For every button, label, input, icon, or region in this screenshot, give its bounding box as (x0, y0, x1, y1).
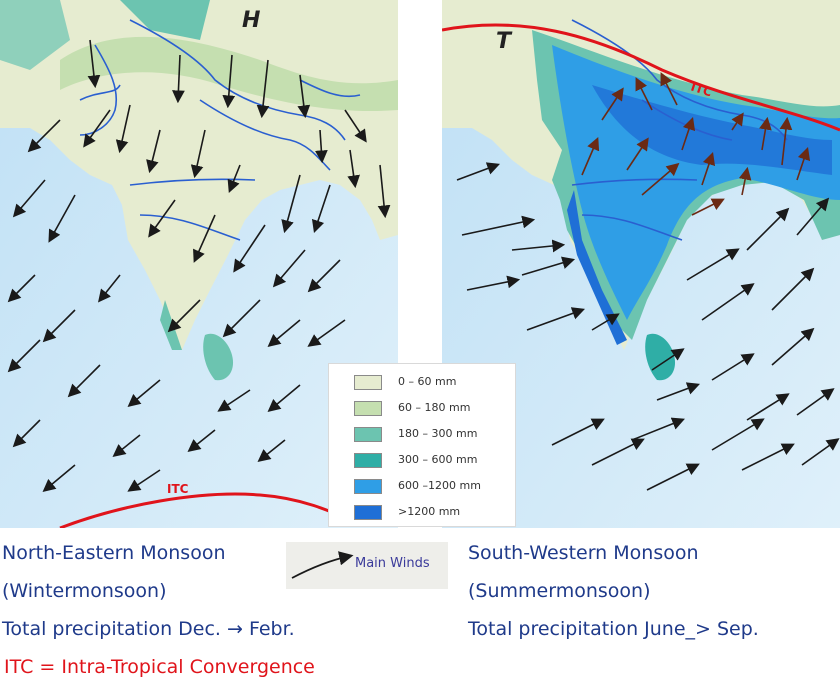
land-northwest-zone (0, 0, 70, 70)
land-himalaya-band (60, 36, 398, 111)
legend-swatch (354, 427, 382, 442)
legend-label: 300 – 600 mm (398, 453, 478, 466)
legend-swatch (354, 505, 382, 520)
winter-caption-title: North-Eastern Monsoon (2, 542, 226, 564)
summer-caption-title: South-Western Monsoon (468, 542, 699, 564)
low-pressure-label: T (496, 29, 513, 54)
legend-swatch (354, 453, 382, 468)
itc-definition: ITC = Intra-Tropical Convergence (4, 656, 315, 678)
itc-label: ITC (689, 80, 714, 100)
wind-arrows-sea (456, 162, 840, 491)
land-west-coast-rain (567, 190, 627, 345)
legend-label: 600 –1200 mm (398, 479, 481, 492)
legend-label: >1200 mm (398, 505, 461, 518)
summer-monsoon-map: ITC T (442, 0, 840, 528)
itc-label: ITC (167, 482, 189, 496)
itc-line (442, 23, 840, 132)
high-pressure-label: H (242, 8, 260, 33)
main-winds-key: Main Winds (286, 542, 448, 589)
arrow-curve-icon (291, 551, 354, 579)
main-winds-label: Main Winds (355, 556, 430, 571)
land-very-heavy-rain (592, 85, 832, 175)
summer-caption-precipitation: Total precipitation June_> Sep. (468, 618, 759, 640)
winter-monsoon-map: ITC H (0, 0, 398, 528)
wind-arrows-land (581, 72, 811, 216)
wind-arrows (7, 39, 391, 493)
legend-label: 60 – 180 mm (398, 401, 471, 414)
legend-swatch (354, 375, 382, 390)
winter-caption-subtitle: (Wintermonsoon) (2, 580, 167, 602)
land-kashmir-zone (120, 0, 210, 40)
legend-label: 180 – 300 mm (398, 427, 478, 440)
summer-caption-subtitle: (Summermonsoon) (468, 580, 651, 602)
legend-swatch (354, 479, 382, 494)
land-sri-lanka (203, 333, 234, 381)
itc-line (59, 492, 361, 528)
legend-label: 0 – 60 mm (398, 375, 457, 388)
winter-caption-precipitation: Total precipitation Dec. → Febr. (2, 618, 295, 640)
land-sri-lanka (645, 333, 676, 381)
legend-swatch (354, 401, 382, 416)
precipitation-legend: 0 – 60 mm 60 – 180 mm 180 – 300 mm 300 –… (328, 363, 516, 527)
